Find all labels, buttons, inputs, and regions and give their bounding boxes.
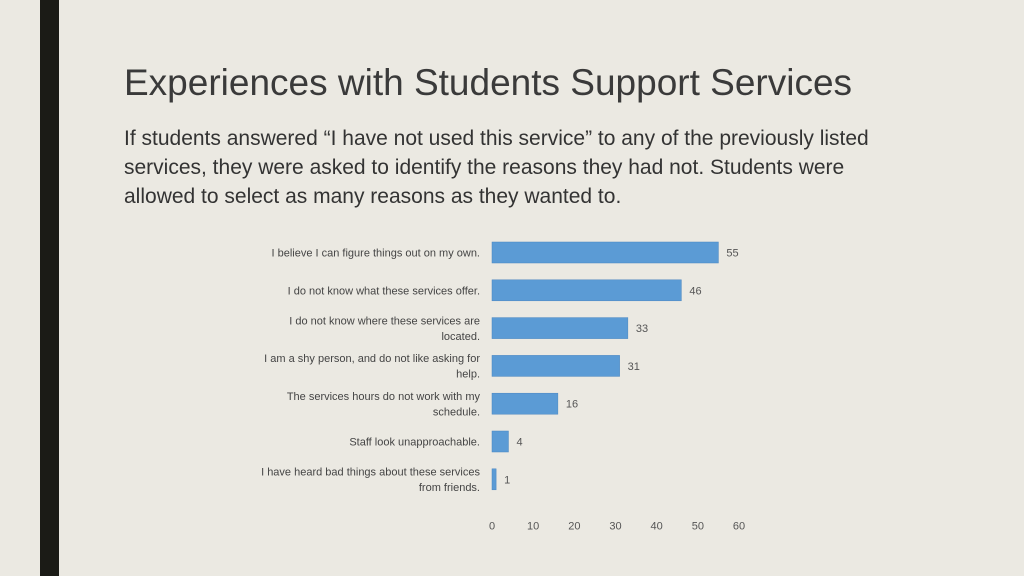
bar-value-label: 16 <box>566 399 578 411</box>
bar-value-label: 4 <box>516 437 522 449</box>
bar <box>491 241 719 264</box>
bar-chart: 55 I believe I can figure things out on m… <box>261 241 745 533</box>
category-label: Staff look unapproachable. <box>349 437 480 449</box>
x-tick-label: 0 <box>489 521 495 533</box>
x-tick-label: 40 <box>651 521 663 533</box>
bar-value-label: 31 <box>628 361 640 373</box>
bar-value-label: 1 <box>504 474 510 486</box>
bar-value-label: 33 <box>636 323 648 335</box>
x-tick-label: 30 <box>609 521 621 533</box>
x-tick-label: 50 <box>692 521 704 533</box>
bar <box>491 468 497 491</box>
category-label: I do not know where these services are lo… <box>289 315 480 343</box>
category-label: I believe I can figure things out on my … <box>271 248 480 260</box>
bar <box>491 279 682 302</box>
category-label: I do not know what these services offer. <box>288 285 480 297</box>
category-label: The services hours do not work with my sc… <box>287 391 481 419</box>
x-tick-label: 10 <box>527 521 539 533</box>
category-label: I am a shy person, and do not like askin… <box>264 353 480 381</box>
bar-value-label: 55 <box>726 248 738 260</box>
x-tick-label: 20 <box>568 521 580 533</box>
bar <box>491 355 620 377</box>
slide-body-text: If students answered “I have not used th… <box>124 127 869 208</box>
bar-value-label: 46 <box>689 285 701 297</box>
bar <box>491 392 559 415</box>
bar <box>491 430 509 453</box>
category-label: I have heard bad things about these serv… <box>261 467 480 495</box>
x-tick-label: 60 <box>733 521 745 533</box>
slide-title: Experiences with Students Support Servic… <box>124 62 853 103</box>
side-accent-bar <box>40 0 59 576</box>
bar <box>491 317 629 339</box>
